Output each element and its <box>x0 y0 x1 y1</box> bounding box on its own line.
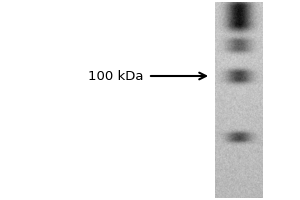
Text: 100 kDa: 100 kDa <box>88 70 143 82</box>
